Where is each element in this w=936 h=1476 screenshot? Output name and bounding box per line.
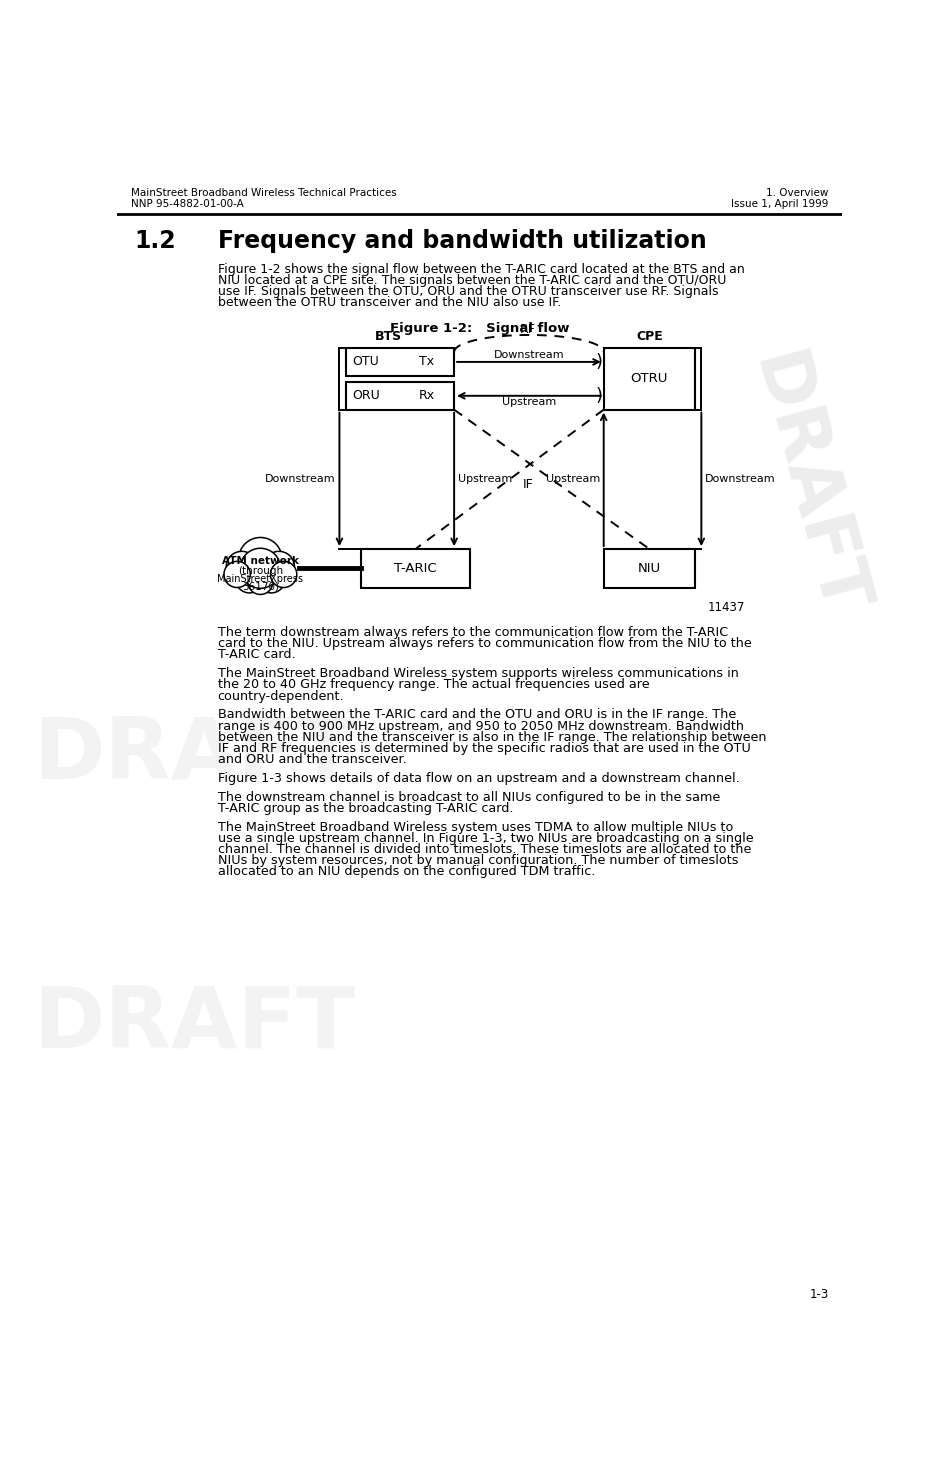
Circle shape [236,565,263,593]
Text: Figure 1-2:   Signal flow: Figure 1-2: Signal flow [390,322,569,335]
Bar [345,348,454,376]
Text: ORU: ORU [352,390,380,403]
Text: 36170): 36170) [241,582,279,592]
Text: Figure 1-3 shows details of data flow on an upstream and a downstream channel.: Figure 1-3 shows details of data flow on… [218,772,739,785]
Text: Downstream: Downstream [265,474,335,484]
Text: RF: RF [519,323,535,335]
Text: Upstream: Upstream [458,474,512,484]
Circle shape [241,548,281,589]
Text: 11437: 11437 [708,601,745,614]
Text: T-ARIC: T-ARIC [394,562,437,574]
Text: Downstream: Downstream [493,350,564,360]
Circle shape [239,537,282,580]
Text: T-ARIC card.: T-ARIC card. [218,648,296,661]
Text: IF: IF [522,478,534,492]
Text: use IF. Signals between the OTU, ORU and the OTRU transceiver use RF. Signals: use IF. Signals between the OTU, ORU and… [218,285,718,298]
Text: Downstream: Downstream [705,474,776,484]
Circle shape [224,561,250,587]
Circle shape [263,552,295,582]
Text: Issue 1, April 1999: Issue 1, April 1999 [731,199,828,208]
Circle shape [248,570,272,595]
Text: ATM network: ATM network [222,555,299,565]
Text: The downstream channel is broadcast to all NIUs configured to be in the same: The downstream channel is broadcast to a… [218,791,720,804]
Text: DRAFT: DRAFT [34,713,356,796]
Text: the 20 to 40 GHz frequency range. The actual frequencies used are: the 20 to 40 GHz frequency range. The ac… [218,679,650,691]
Text: Upstream: Upstream [502,397,556,407]
Text: ): ) [595,353,602,370]
Text: Figure 1-2 shows the signal flow between the T-ARIC card located at the BTS and : Figure 1-2 shows the signal flow between… [218,263,744,276]
Bar [604,549,695,587]
Text: Upstream: Upstream [546,474,600,484]
Text: 1-3: 1-3 [810,1289,828,1302]
Text: OTRU: OTRU [631,372,668,385]
Circle shape [227,552,257,582]
Text: between the OTRU transceiver and the NIU also use IF.: between the OTRU transceiver and the NIU… [218,295,561,308]
Text: country-dependent.: country-dependent. [218,689,344,703]
Text: ): ) [595,387,602,404]
Text: Rx: Rx [419,390,435,403]
Text: range is 400 to 900 MHz upstream, and 950 to 2050 MHz downstream. Bandwidth: range is 400 to 900 MHz upstream, and 95… [218,720,744,732]
Text: NIUs by system resources, not by manual configuration. The number of timeslots: NIUs by system resources, not by manual … [218,855,739,868]
Text: NIU: NIU [637,562,661,574]
Text: DRAFT: DRAFT [34,983,356,1066]
Text: The MainStreet Broadband Wireless system supports wireless communications in: The MainStreet Broadband Wireless system… [218,667,739,680]
Circle shape [257,565,285,593]
Text: channel. The channel is divided into timeslots. These timeslots are allocated to: channel. The channel is divided into tim… [218,843,751,856]
Text: OTU: OTU [352,356,378,369]
Text: The MainStreet Broadband Wireless system uses TDMA to allow multiple NIUs to: The MainStreet Broadband Wireless system… [218,821,733,834]
Text: Bandwidth between the T-ARIC card and the OTU and ORU is in the IF range. The: Bandwidth between the T-ARIC card and th… [218,708,736,722]
Text: 1.2: 1.2 [134,229,176,254]
Text: (through: (through [238,565,283,576]
Text: T-ARIC group as the broadcasting T-ARIC card.: T-ARIC group as the broadcasting T-ARIC … [218,801,513,815]
Text: MainStreetXpress: MainStreetXpress [217,574,303,584]
Bar [604,348,695,410]
Bar [361,549,470,587]
Text: 1. Overview: 1. Overview [766,187,828,198]
Text: between the NIU and the transceiver is also in the IF range. The relationship be: between the NIU and the transceiver is a… [218,731,767,744]
Text: Tx: Tx [419,356,434,369]
Text: NIU located at a CPE site. The signals between the T-ARIC card and the OTU/ORU: NIU located at a CPE site. The signals b… [218,275,726,288]
Circle shape [271,561,297,587]
Text: and ORU and the transceiver.: and ORU and the transceiver. [218,753,406,766]
Text: use a single upstream channel. In Figure 1-3, two NIUs are broadcasting on a sin: use a single upstream channel. In Figure… [218,832,753,844]
Text: BTS: BTS [374,331,402,344]
Text: allocated to an NIU depends on the configured TDM traffic.: allocated to an NIU depends on the confi… [218,865,595,878]
Text: card to the NIU. Upstream always refers to communication flow from the NIU to th: card to the NIU. Upstream always refers … [218,638,752,651]
Bar [345,382,454,410]
Text: CPE: CPE [636,331,663,344]
Text: DRAFT: DRAFT [739,345,875,624]
Text: Frequency and bandwidth utilization: Frequency and bandwidth utilization [218,229,707,254]
Text: IF and RF frequencies is determined by the specific radios that are used in the : IF and RF frequencies is determined by t… [218,742,751,754]
Text: MainStreet Broadband Wireless Technical Practices: MainStreet Broadband Wireless Technical … [131,187,397,198]
Text: The term downstream always refers to the communication flow from the T-ARIC: The term downstream always refers to the… [218,626,728,639]
Text: NNP 95-4882-01-00-A: NNP 95-4882-01-00-A [131,199,243,208]
